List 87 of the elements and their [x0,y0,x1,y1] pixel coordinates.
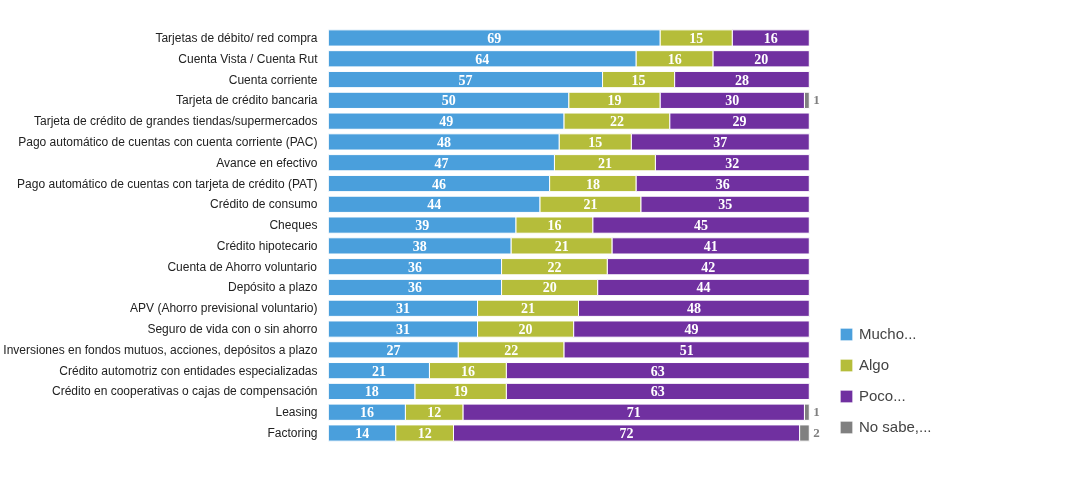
y-tick-label: Cuenta Vista / Cuenta Rut [178,51,319,66]
data-label: 20 [754,51,769,67]
data-label: 19 [453,384,468,400]
y-tick-label: Pago automático de cuentas con cuenta corriente (PAC) [18,134,318,149]
data-label: 2 [813,425,820,441]
data-label: 22 [504,342,519,358]
data-label: 12 [417,426,432,442]
data-label: 44 [696,280,711,296]
data-label: 31 [396,301,411,317]
legend-label: No sabe,... [859,418,932,435]
data-label: 15 [588,134,603,150]
y-tick-label: Tarjeta de crédito bancaria [176,93,318,108]
data-label: 44 [427,197,442,213]
data-label: 30 [725,93,740,109]
legend-label: Mucho... [859,325,917,342]
data-label: 15 [689,30,704,46]
y-tick-label: Factoring [267,426,318,441]
data-label: 16 [667,51,682,67]
data-label: 71 [626,405,641,421]
data-label: 36 [408,259,423,275]
y-tick-label: Cuenta corriente [228,72,318,87]
data-label: 21 [521,301,536,317]
data-label: 18 [585,176,600,192]
data-label: 20 [518,322,533,338]
data-label: 16 [460,363,475,379]
y-tick-label: Seguro de vida con o sin ahorro [147,322,318,337]
data-label: 22 [547,259,562,275]
data-label: 51 [679,342,694,358]
data-label: 32 [725,155,740,171]
data-label: 50 [441,93,456,109]
y-tick-label: Tarjeta de crédito de grandes tiendas/supermercados [34,114,318,129]
data-label: 27 [386,342,401,358]
data-label: 29 [732,114,747,130]
y-tick-label: Depósito a plazo [228,280,318,295]
data-label: 49 [439,114,454,130]
data-label: 16 [763,30,778,46]
data-label: 28 [734,72,749,88]
data-label: 57 [458,72,473,88]
data-label: 20 [542,280,557,296]
legend-label: Poco... [859,387,906,404]
data-label: 16 [359,405,374,421]
data-label: 21 [371,363,386,379]
y-tick-label: Inversiones en fondos mutuos, acciones, depósitos a plazo [3,342,318,357]
data-label: 38 [412,238,427,254]
data-label: 69 [487,30,502,46]
data-label: 16 [547,218,562,234]
data-label: 35 [718,197,733,213]
data-label: 12 [427,405,442,421]
y-tick-label: Crédito de consumo [210,197,318,212]
data-label: 19 [607,93,622,109]
data-label: 21 [583,197,598,213]
data-label: 48 [686,301,701,317]
data-label: 41 [703,238,718,254]
data-label: 48 [436,134,451,150]
data-label: 45 [694,218,709,234]
data-label: 42 [701,259,716,275]
y-tick-label: Avance en efectivo [216,155,318,170]
data-label: 1 [813,404,820,420]
data-label: 14 [355,426,370,442]
y-tick-label: Pago automático de cuentas con tarjeta de crédito (PAT) [17,176,318,191]
y-tick-label: Crédito en cooperativas o cajas de compensación [52,384,318,399]
data-label: 31 [396,322,411,338]
data-label: 22 [609,114,624,130]
y-tick-label: Tarjetas de débito/ red compra [155,30,318,45]
data-label: 49 [684,322,699,338]
data-label: 36 [715,176,730,192]
y-tick-label: Cheques [269,218,318,233]
data-label: 64 [475,51,490,67]
data-label: 21 [597,155,612,171]
y-tick-label: Leasing [275,405,318,420]
data-label: 1 [813,92,820,108]
data-label: 72 [619,426,634,442]
data-label: 39 [415,218,430,234]
data-label: 21 [554,238,569,254]
data-label: 18 [364,384,379,400]
legend-label: Algo [859,356,890,373]
y-tick-label: Crédito hipotecario [216,238,318,253]
y-tick-label: Cuenta de Ahorro voluntario [167,259,318,274]
y-tick-label: APV (Ahorro previsional voluntario) [130,301,318,316]
data-label: 63 [650,384,665,400]
data-label: 46 [432,176,447,192]
data-label: 15 [631,72,646,88]
data-label: 47 [434,155,449,171]
data-label: 63 [650,363,665,379]
data-label: 37 [713,134,728,150]
data-label: 36 [408,280,423,296]
y-tick-label: Crédito automotriz con entidades especializadas [59,363,318,378]
